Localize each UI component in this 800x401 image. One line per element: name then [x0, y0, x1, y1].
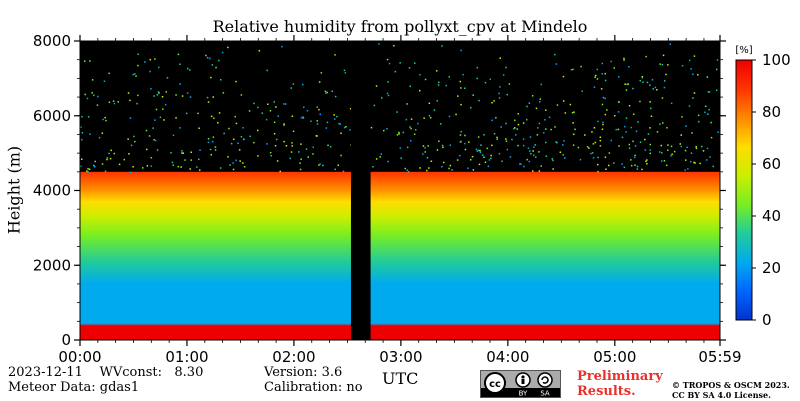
info-version: Version: 3.6: [264, 365, 343, 380]
info-date-wvconst: 2023-12-11 WVconst: 8.30: [8, 365, 203, 380]
info-meteor-data: Meteor Data: gdas1: [8, 380, 140, 395]
heatmap-area: [80, 41, 720, 340]
y-tick-label: 0: [61, 331, 71, 349]
svg-text:BY: BY: [519, 390, 528, 398]
x-tick-label: 04:00: [486, 348, 529, 366]
colorbar-tick-label: 60: [762, 155, 781, 173]
y-tick-label: 8000: [33, 32, 71, 50]
svg-text:cc: cc: [489, 379, 501, 390]
colorbar-gradient: [735, 59, 753, 321]
x-tick-label: 05:59: [698, 348, 741, 366]
copyright-line-2: CC BY SA 4.0 License.: [672, 390, 771, 400]
info-wvconst-value: 8.30: [174, 365, 204, 380]
x-axis-label: UTC: [382, 369, 419, 388]
colorbar-tick-label: 40: [762, 207, 781, 225]
x-tick-label: 02:00: [272, 348, 315, 366]
copyright-line-1: © TROPOS & OSCM 2023.: [672, 380, 790, 390]
colorbar: [%] 0 20 40 60 80 100: [735, 45, 790, 329]
x-tick-label: 05:00: [593, 348, 636, 366]
colorbar-tick-label: 0: [762, 311, 772, 329]
prelim-line-2: Results.: [577, 384, 636, 399]
info-wvconst-label: WVconst:: [99, 365, 162, 380]
svg-text:SA: SA: [540, 390, 550, 398]
x-tick-label: 00:00: [58, 348, 101, 366]
noise-speckles: [80, 43, 719, 173]
colorbar-unit: [%]: [735, 45, 752, 56]
axes: 0 2000 4000 6000 8000 00:00 01:00 02:00 03:00 04:…: [33, 32, 742, 366]
x-tick-label: 03:00: [379, 348, 422, 366]
info-date: 2023-12-11: [8, 365, 83, 380]
humidity-profile: [80, 171, 720, 340]
colorbar-tick-label: 80: [762, 103, 781, 121]
cc-license-badge: cc BY SA: [480, 370, 561, 398]
prelim-line-1: Preliminary: [577, 369, 663, 384]
colorbar-tick-label: 20: [762, 259, 781, 277]
x-tick-label: 01:00: [165, 348, 208, 366]
chart-title: Relative humidity from pollyxt_cpv at Mi…: [212, 17, 588, 36]
cc-license-icon: cc BY SA: [481, 372, 560, 398]
y-tick-label: 6000: [33, 107, 71, 125]
colorbar-tick-label: 100: [762, 51, 791, 69]
y-tick-label: 4000: [33, 182, 71, 200]
data-gap: [350, 41, 371, 340]
info-calibration: Calibration: no: [264, 380, 363, 395]
y-tick-label: 2000: [33, 256, 71, 274]
preliminary-results-note: Preliminary Results.: [577, 369, 663, 399]
copyright-note: © TROPOS & OSCM 2023. CC BY SA 4.0 Licen…: [672, 380, 790, 400]
